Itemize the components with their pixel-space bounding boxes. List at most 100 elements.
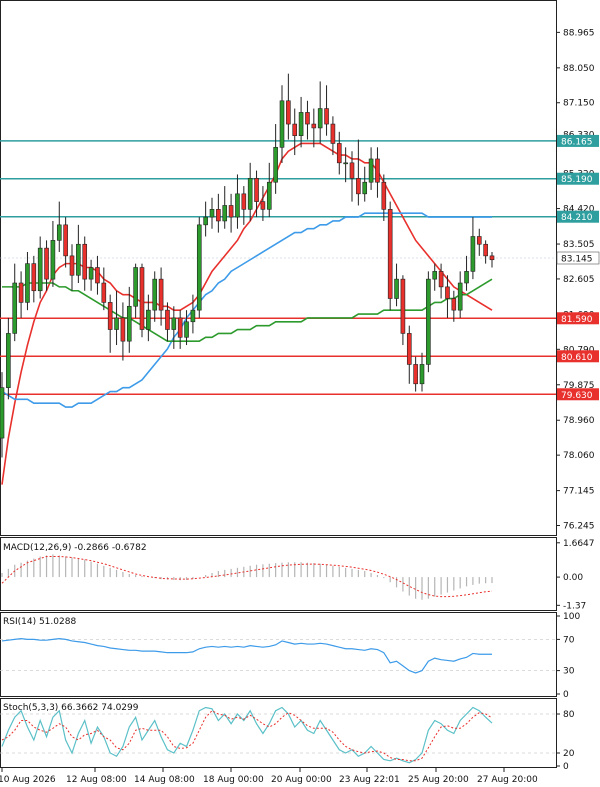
- macd-label: MACD(12,26,9) -0.2866 -0.6782: [3, 543, 147, 553]
- rsi-panel-frame: [0, 612, 557, 697]
- candle-down: [31, 263, 37, 292]
- candle-down: [254, 178, 259, 202]
- candle-down: [107, 302, 113, 330]
- candle-up: [419, 364, 425, 385]
- level-tag: [557, 210, 599, 223]
- price-tick-label: 88.050: [563, 64, 595, 74]
- candle-down: [95, 267, 100, 284]
- candle-up: [184, 321, 189, 338]
- level-tag-label: 85.190: [561, 175, 593, 185]
- candle-up: [56, 224, 62, 241]
- candle-down: [18, 282, 24, 303]
- candle-down: [413, 364, 418, 385]
- stoch-panel-frame: [0, 698, 557, 768]
- rsi-label: RSI(14) 51.0288: [3, 617, 76, 627]
- rsi-panel: RSI(14) 51.0288 100 70 30 0: [0, 612, 580, 700]
- level-tag: [557, 388, 599, 401]
- candle-down: [324, 108, 329, 125]
- stoch-grid: [0, 713, 556, 754]
- candle-down: [82, 243, 88, 280]
- candle-up: [298, 112, 304, 136]
- rsi-path: [1, 638, 492, 674]
- time-tick-label: 27 Aug 20:00: [477, 775, 538, 785]
- candle-down: [349, 162, 355, 179]
- rsi-tick-label: 100: [563, 612, 580, 622]
- candle-down: [311, 123, 317, 129]
- current-price-tag: [556, 251, 600, 265]
- level-tag: [557, 350, 599, 363]
- level-tag-label: 86.165: [561, 137, 593, 147]
- candle-up: [209, 209, 215, 218]
- rsi-tick-label: 0: [563, 690, 569, 700]
- rsi-grid: [0, 639, 556, 671]
- rsi-tick-label: 30: [563, 667, 575, 677]
- candle-up: [203, 216, 208, 226]
- candle-up: [247, 178, 253, 210]
- candle-down: [483, 243, 488, 257]
- candle-down: [241, 193, 247, 210]
- candle-down: [381, 181, 387, 210]
- candle-up: [37, 247, 43, 292]
- level-tag-label: 81.590: [561, 315, 593, 325]
- candle-up: [12, 282, 18, 334]
- candle-up: [25, 263, 30, 303]
- candlesticks: [0, 73, 495, 458]
- candle-up: [426, 278, 431, 365]
- candle-down: [139, 267, 145, 330]
- price-tick-label: 87.150: [563, 99, 595, 109]
- candle-up: [171, 317, 177, 330]
- macd-signal-path: [1, 555, 493, 598]
- candle-down: [44, 247, 49, 280]
- stoch-panel: Stoch(5,3,3) 66.3662 74.0299 80 20 0: [0, 698, 575, 772]
- stoch-axis: 80 20 0: [556, 710, 575, 772]
- candle-up: [222, 205, 228, 222]
- stoch-tick-label: 80: [563, 710, 575, 720]
- price-panel: 88.96588.05087.15084.42083.50582.60580.7…: [0, 0, 600, 536]
- macd-panel: MACD(12,26,9) -0.2866 -0.6782 1.6647 0.00…: [0, 537, 595, 611]
- time-tick-label: 10 Aug 2026: [0, 775, 56, 785]
- price-axis: 88.96588.05087.15084.42083.50582.60580.7…: [556, 28, 600, 532]
- candle-up: [279, 100, 285, 148]
- macd-axis: 1.6647 0.00 -1.37: [556, 539, 595, 611]
- candle-down: [375, 158, 380, 183]
- candle-down: [69, 255, 75, 276]
- moving-average-line-3: [2, 278, 493, 342]
- level-tag: [557, 312, 599, 325]
- candle-down: [63, 224, 68, 257]
- candle-up: [0, 387, 5, 439]
- candle-down: [445, 286, 450, 299]
- moving-average-line-2: [1, 212, 492, 408]
- candle-up: [126, 305, 132, 342]
- time-tick-label: 18 Aug 00:00: [203, 775, 264, 785]
- candle-down: [101, 282, 107, 303]
- candle-up: [470, 236, 476, 272]
- rsi-tick-label: 70: [563, 635, 575, 645]
- candle-down: [400, 278, 406, 334]
- stoch-tick-label: 20: [563, 749, 575, 759]
- rsi-axis: 100 70 30 0: [556, 612, 580, 700]
- candle-down: [177, 317, 183, 338]
- price-tick-label: 76.245: [563, 522, 595, 532]
- time-tick-label: 14 Aug 08:00: [134, 775, 195, 785]
- candle-down: [165, 309, 170, 330]
- candle-up: [50, 240, 56, 280]
- stoch-lines: [1, 706, 493, 764]
- time-tick-label: 23 Aug 22:01: [339, 775, 400, 785]
- candle-up: [196, 224, 202, 311]
- candle-up: [343, 162, 348, 165]
- candle-up: [6, 333, 11, 388]
- candle-up: [76, 243, 81, 276]
- candle-up: [146, 309, 151, 330]
- candle-down: [336, 143, 342, 164]
- price-tick-label: 78.060: [563, 451, 595, 461]
- time-tick-label: 20 Aug 00:00: [271, 775, 332, 785]
- stoch-d-path: [1, 710, 493, 762]
- candle-up: [190, 309, 196, 323]
- current-price-label: 83.145: [561, 255, 593, 265]
- candle-down: [489, 255, 495, 261]
- level-tag-label: 79.630: [561, 391, 593, 401]
- price-tick-label: 88.965: [563, 28, 595, 38]
- price-tick-label: 82.605: [563, 275, 595, 285]
- support-resistance-levels: [0, 140, 556, 396]
- level-tag: [557, 172, 599, 185]
